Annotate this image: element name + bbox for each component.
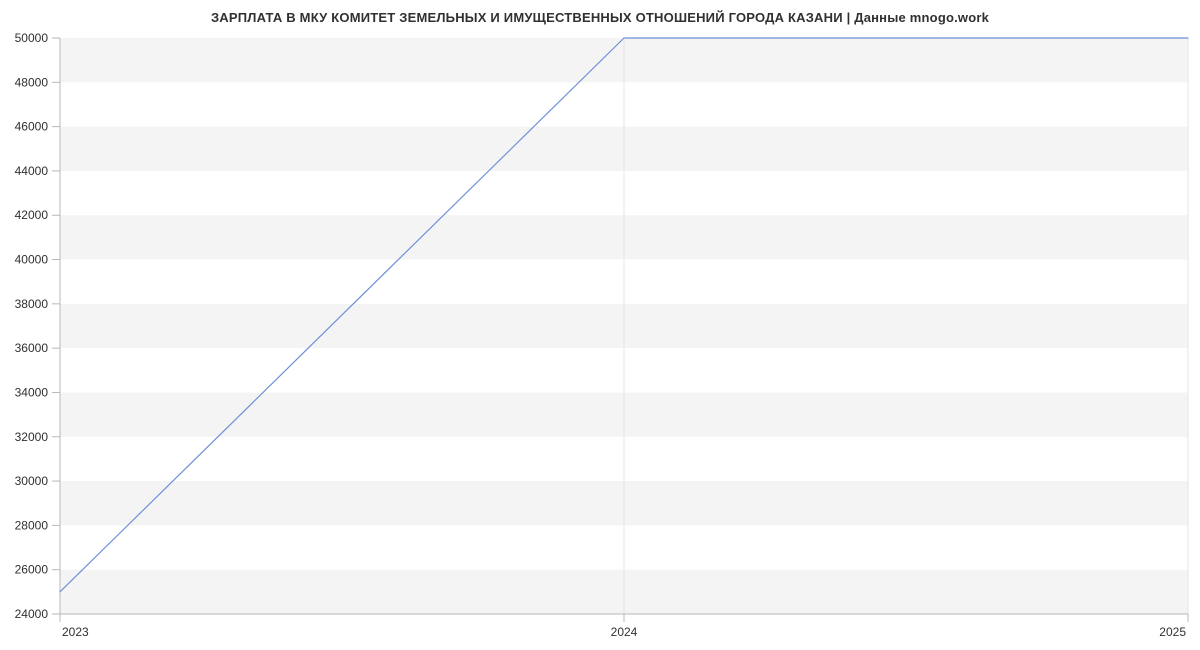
y-tick-label: 28000 bbox=[15, 518, 49, 532]
y-tick-label: 50000 bbox=[15, 31, 49, 45]
y-tick-label: 32000 bbox=[15, 430, 49, 444]
y-tick-label: 24000 bbox=[15, 607, 49, 621]
y-tick-label: 44000 bbox=[15, 164, 49, 178]
x-tick-label: 2024 bbox=[611, 625, 638, 639]
y-tick-label: 30000 bbox=[15, 474, 49, 488]
y-tick-label: 46000 bbox=[15, 120, 49, 134]
x-tick-label: 2025 bbox=[1159, 625, 1186, 639]
y-tick-label: 36000 bbox=[15, 341, 49, 355]
y-tick-label: 42000 bbox=[15, 208, 49, 222]
line-chart: 24000 26000 28000 30000 32000 34000 36000 38000… bbox=[0, 0, 1200, 650]
chart-title: ЗАРПЛАТА В МКУ КОМИТЕТ ЗЕМЕЛЬНЫХ И ИМУЩЕ… bbox=[0, 10, 1200, 25]
y-tick-label: 34000 bbox=[15, 385, 49, 399]
x-tick-label: 2023 bbox=[62, 625, 89, 639]
y-tick-label: 38000 bbox=[15, 297, 49, 311]
chart-container: ЗАРПЛАТА В МКУ КОМИТЕТ ЗЕМЕЛЬНЫХ И ИМУЩЕ… bbox=[0, 0, 1200, 650]
y-tick-label: 48000 bbox=[15, 75, 49, 89]
y-tick-label: 40000 bbox=[15, 253, 49, 267]
y-tick-label: 26000 bbox=[15, 563, 49, 577]
